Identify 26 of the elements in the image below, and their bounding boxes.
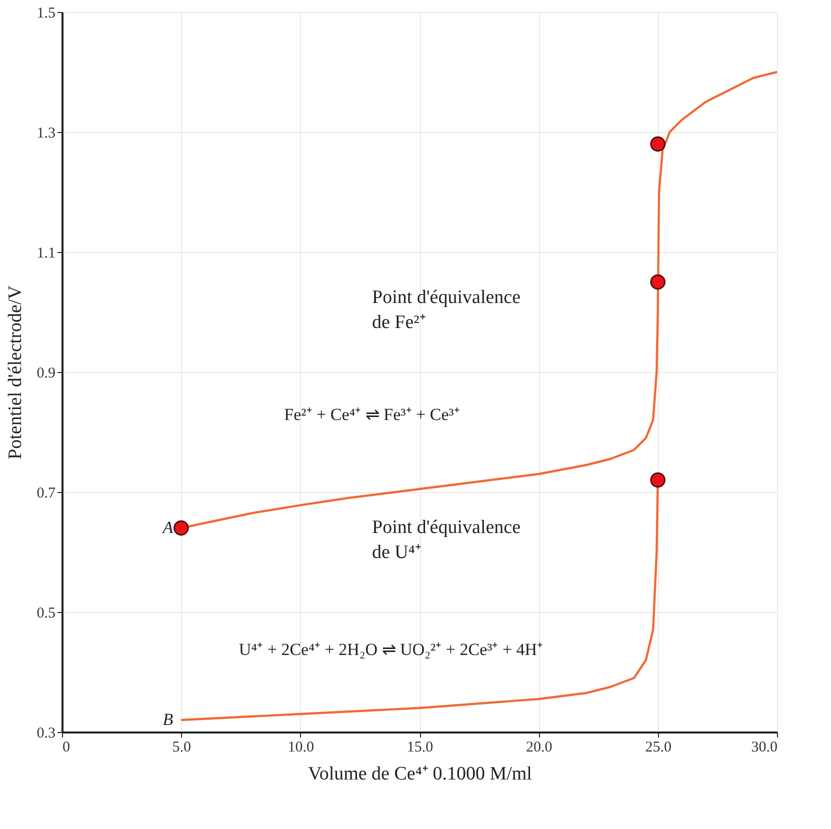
point <box>650 472 666 488</box>
point <box>650 274 666 290</box>
annotation: Fe²⁺ + Ce⁴⁺ ⇌ Fe³⁺ + Ce³⁺ <box>284 405 460 424</box>
x-tick-label: 25.0 <box>645 740 672 756</box>
series-label: A <box>162 518 174 537</box>
x-tick-label: 20.0 <box>526 740 552 756</box>
x-tick-label: 10.0 <box>288 740 314 756</box>
annotation: U⁴⁺ + 2Ce⁴⁺ + 2H₂O ⇌ UO₂²⁺ + 2Ce³⁺ + 4H⁺ <box>238 640 544 659</box>
point <box>174 520 189 536</box>
y-axis-title: Potentiel d'électrode/V <box>4 285 26 460</box>
x-tick-label: 5.0 <box>172 740 192 756</box>
y-tick-label: 0.5 <box>36 606 56 622</box>
annotation: Point d'équivalence de Fe²⁺ <box>372 287 521 333</box>
x-tick-label: 30.0 <box>751 740 778 756</box>
y-tick-label: 0.3 <box>36 726 56 742</box>
y-tick-label: 1.3 <box>36 126 56 142</box>
series-label: B <box>162 710 174 729</box>
y-tick-label: 1.1 <box>36 246 56 262</box>
y-tick-label: 0.9 <box>36 366 56 382</box>
x-tick-label: 0 <box>62 740 70 756</box>
y-tick-label: 1.5 <box>36 6 56 22</box>
point <box>650 136 666 152</box>
x-axis-title: Volume de Ce⁴⁺ 0.1000 M/ml <box>308 764 532 784</box>
x-tick-label: 15.0 <box>406 740 434 756</box>
y-tick-label: 0.7 <box>36 486 56 502</box>
annotation: Point d'équivalence de U⁴⁺ <box>372 517 521 563</box>
